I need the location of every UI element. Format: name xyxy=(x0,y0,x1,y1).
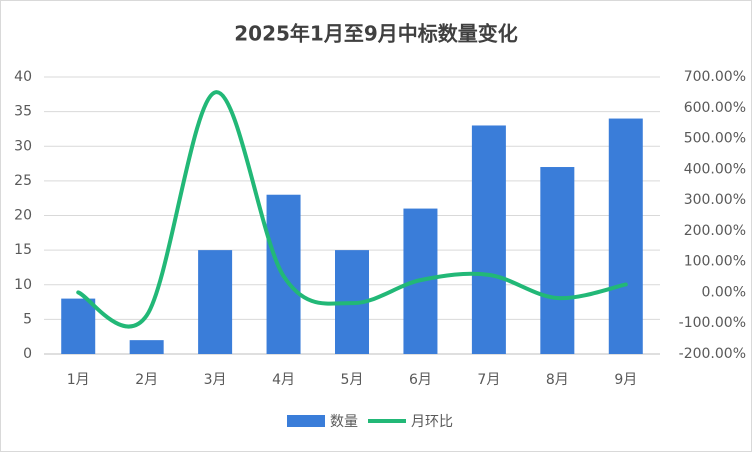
y-tick-label: 35 xyxy=(14,104,32,120)
bar xyxy=(540,167,575,354)
chart-title: 2025年1月至9月中标数量变化 xyxy=(234,22,518,46)
bar xyxy=(198,250,233,354)
y-tick-label: 15 xyxy=(14,242,32,258)
bar xyxy=(61,298,96,354)
x-tick-label: 9月 xyxy=(614,372,637,388)
x-tick-label: 4月 xyxy=(272,372,295,388)
line xyxy=(76,90,628,329)
y-tick-label: 10 xyxy=(14,277,32,293)
y-tick-label: 25 xyxy=(14,173,32,189)
y-tick-label: 0 xyxy=(23,346,32,362)
x-tick-label: 5月 xyxy=(341,372,364,388)
x-tick-label: 1月 xyxy=(67,372,90,388)
y2-tick-label: 500.00% xyxy=(684,131,746,147)
y-tick-label: 40 xyxy=(14,69,32,85)
bar xyxy=(608,118,643,354)
y2-tick-label: 700.00% xyxy=(684,69,746,85)
y-tick-label: 30 xyxy=(14,138,32,154)
y2-tick-label: 0.00% xyxy=(702,284,746,300)
y2-tick-label: 100.00% xyxy=(684,254,746,270)
y2-tick-label: -200.00% xyxy=(679,346,746,362)
y-tick-label: 5 xyxy=(23,311,32,327)
bar xyxy=(471,125,506,354)
legend-swatch xyxy=(287,415,325,427)
y2-tick-label: -100.00% xyxy=(679,315,746,331)
legend-label: 月环比 xyxy=(411,414,453,430)
x-tick-label: 3月 xyxy=(204,372,227,388)
y2-tick-label: 600.00% xyxy=(684,100,746,116)
legend-label: 数量 xyxy=(330,414,358,430)
bar xyxy=(129,340,164,354)
x-tick-label: 2月 xyxy=(135,372,158,388)
x-tick-label: 8月 xyxy=(546,372,569,388)
x-tick-label: 6月 xyxy=(409,372,432,388)
y2-tick-label: 200.00% xyxy=(684,223,746,239)
y-tick-label: 20 xyxy=(14,208,32,224)
x-tick-label: 7月 xyxy=(477,372,500,388)
y2-tick-label: 400.00% xyxy=(684,161,746,177)
y2-tick-label: 300.00% xyxy=(684,192,746,208)
